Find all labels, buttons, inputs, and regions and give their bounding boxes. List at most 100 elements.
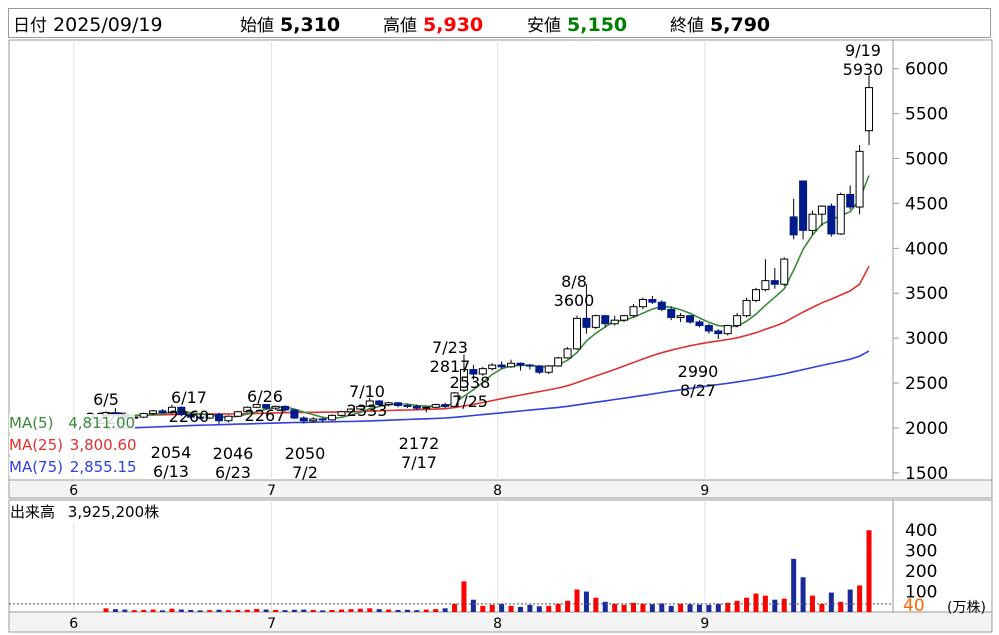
month-axis-bar xyxy=(8,479,993,499)
volume-bar xyxy=(470,599,476,612)
volume-month-tick-label: 9 xyxy=(700,616,709,632)
candle-body xyxy=(686,315,695,323)
candle-body xyxy=(855,150,864,208)
volume-bar xyxy=(659,603,665,612)
candle-body xyxy=(318,418,327,421)
volume-bar xyxy=(310,609,316,612)
candle-body xyxy=(309,418,318,422)
annotation-label-bottom: 7/2 xyxy=(292,463,318,482)
candle-body xyxy=(507,362,516,368)
date-value: 2025/09/19 xyxy=(53,14,163,36)
candle-body xyxy=(469,369,478,375)
annotation-label-top: 2046 xyxy=(213,444,254,463)
candle-body xyxy=(328,414,337,421)
volume-bar xyxy=(527,604,533,612)
annotation-label-top: 2050 xyxy=(285,444,326,463)
annotation-label-bottom: 5930 xyxy=(843,60,884,79)
ma5-legend: MA(5) 4,811.00 xyxy=(9,414,136,432)
candle-body xyxy=(262,404,271,409)
price-tick-label: 2000 xyxy=(905,419,948,439)
ma75-value: 2,855.15 xyxy=(69,458,137,476)
candle-body xyxy=(808,213,817,231)
candle-body xyxy=(149,410,158,415)
annotation-label-bottom: 7/25 xyxy=(452,392,488,411)
volume-bar xyxy=(169,608,175,612)
month-tick-label: 8 xyxy=(493,483,502,499)
volume-bar xyxy=(150,609,156,612)
close-value: 5,790 xyxy=(710,14,771,36)
candle-body xyxy=(742,299,751,317)
volume-tick-label: 400 xyxy=(905,521,937,541)
candle-body xyxy=(196,416,205,419)
volume-label: 出来高 xyxy=(10,503,56,521)
candle-body xyxy=(215,413,224,422)
candle-body xyxy=(516,362,525,366)
volume-bar xyxy=(320,610,326,612)
candle-body xyxy=(497,364,506,368)
candle-body xyxy=(271,405,280,409)
volume-average-label: 40 xyxy=(903,596,925,616)
volume-bar xyxy=(828,592,834,612)
volume-tick-label: 200 xyxy=(905,562,937,582)
volume-bar xyxy=(414,610,420,612)
ma25-line xyxy=(105,265,870,417)
candle-body xyxy=(638,299,647,308)
volume-bar xyxy=(546,605,552,612)
volume-tick-label: 100 xyxy=(905,583,937,603)
volume-bar xyxy=(565,600,571,612)
volume-bar xyxy=(781,598,787,612)
volume-bar xyxy=(244,609,250,612)
candle-body xyxy=(817,205,826,215)
volume-bar xyxy=(744,597,750,612)
volume-bar xyxy=(480,605,486,612)
price-tick-label: 4500 xyxy=(905,194,948,214)
annotation-label-bottom: 8/27 xyxy=(680,381,716,400)
annotation-label-bottom: 2260 xyxy=(169,407,210,426)
month-tick-label: 9 xyxy=(700,483,709,499)
volume-bar xyxy=(395,609,401,612)
volume-bar xyxy=(282,610,288,612)
open-label: 始値 xyxy=(240,16,274,36)
annotation-label-top: 7/10 xyxy=(349,382,385,401)
candle-body xyxy=(412,405,421,409)
volume-bar xyxy=(725,602,731,612)
volume-bar xyxy=(847,589,853,612)
candle-body xyxy=(761,280,770,291)
volume-bar xyxy=(555,603,561,612)
high-value: 5,930 xyxy=(423,14,484,36)
annotation-label-top: 2538 xyxy=(450,373,491,392)
volume-bar xyxy=(207,610,213,612)
close-field: 終値 5,790 xyxy=(670,11,770,36)
price-tick-label: 4000 xyxy=(905,239,948,259)
volume-bar xyxy=(574,589,580,612)
ma25-value: 3,800.60 xyxy=(69,436,137,454)
volume-bar xyxy=(461,581,467,612)
volume-bar xyxy=(301,609,307,612)
volume-bar xyxy=(386,609,392,612)
candle-body xyxy=(827,205,836,235)
candle-body xyxy=(337,411,346,416)
candle-body xyxy=(139,413,148,418)
volume-bar xyxy=(687,604,693,612)
volume-bar xyxy=(329,609,335,612)
volume-bar xyxy=(188,609,194,612)
volume-bar xyxy=(810,595,815,612)
volume-bar xyxy=(141,609,147,612)
volume-bar xyxy=(583,591,589,612)
volume-bar xyxy=(715,603,721,612)
volume-bar xyxy=(640,603,646,612)
candle-body xyxy=(751,289,760,301)
annotation-label-top: 2990 xyxy=(678,362,719,381)
candle-body xyxy=(441,404,450,407)
candle-body xyxy=(780,258,789,285)
candle-body xyxy=(535,365,544,373)
volume-bar xyxy=(706,604,712,612)
candle-body xyxy=(525,364,534,367)
candle-body xyxy=(667,308,676,318)
candle-body xyxy=(591,315,600,328)
candle-body xyxy=(394,402,403,406)
volume-bar xyxy=(339,609,344,612)
annotation-label-top: 9/19 xyxy=(845,41,881,60)
ma25-label: MA(25) xyxy=(9,436,63,454)
